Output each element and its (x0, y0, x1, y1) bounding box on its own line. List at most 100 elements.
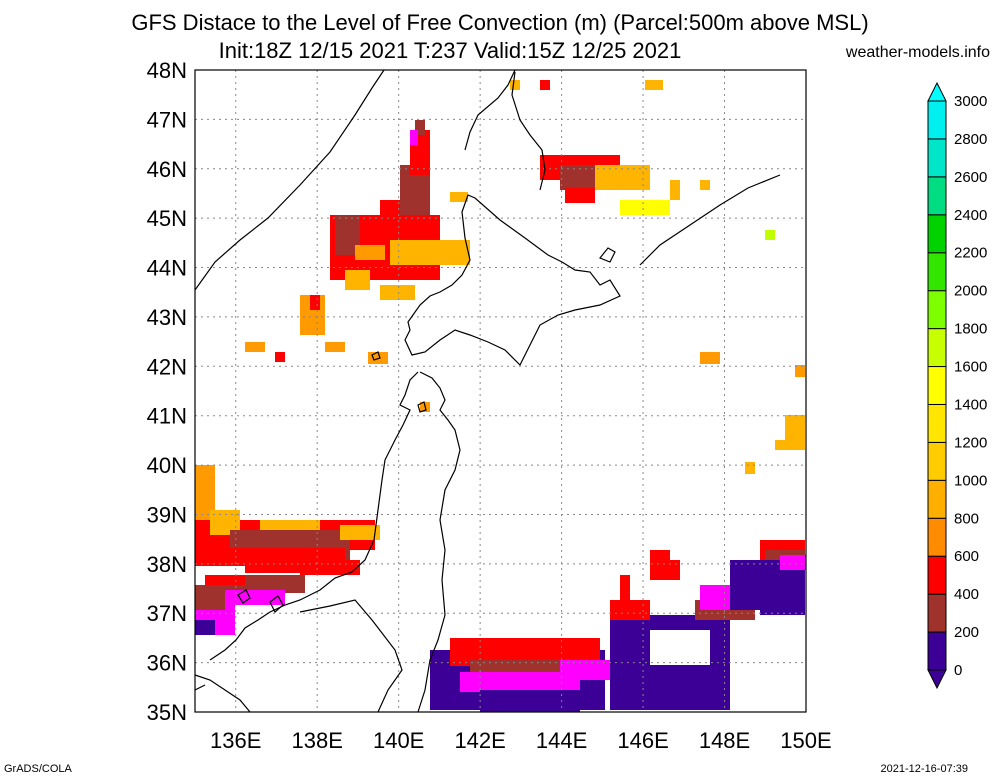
colorbar-swatch (927, 517, 947, 557)
colorbar-swatch (927, 593, 947, 633)
lon-tick-label: 146E (617, 728, 668, 753)
lat-tick-label: 48N (147, 58, 187, 83)
footer-right-timestamp: 2021-12-16-07:39 (880, 763, 968, 775)
field-cell (700, 352, 720, 364)
field-cell (195, 548, 255, 566)
lon-tick-label: 136E (210, 728, 261, 753)
colorbar-label: 2200 (954, 245, 987, 262)
field-cell (450, 192, 468, 202)
colorbar-swatch (927, 631, 947, 671)
colorbar: 0 200 400 600 800 1000 1200 1400 1600 1800 2000 220… (927, 81, 987, 690)
colorbar-high-arrow (927, 81, 947, 102)
colorbar-label: 2600 (954, 169, 987, 186)
chart-subtitle: Init:18Z 12/15 2021 T:237 Valid:15Z 12/2… (218, 38, 682, 63)
lon-tick-label: 142E (454, 728, 505, 753)
colorbar-label: 2800 (954, 131, 987, 148)
lon-tick-label: 144E (536, 728, 587, 753)
coastlines (194, 69, 781, 713)
field-cell (745, 462, 755, 474)
site-label: weather-models.info (845, 44, 990, 61)
field-cell (670, 180, 680, 200)
colorbar-label: 200 (954, 624, 979, 641)
field-cell (195, 620, 215, 635)
lat-tick-label: 38N (147, 552, 187, 577)
colorbar-swatch (927, 252, 947, 292)
field-cell (390, 240, 470, 265)
field-cell (510, 80, 520, 90)
lat-tick-label: 44N (147, 256, 187, 281)
field-cell (610, 600, 650, 620)
field-cell (380, 285, 415, 300)
lat-tick-label: 47N (147, 107, 187, 132)
field-cell (785, 630, 800, 645)
field-cell (325, 342, 345, 352)
lat-tick-label: 45N (147, 206, 187, 231)
lfc-field (195, 80, 806, 712)
field-cell (540, 80, 550, 90)
field-cell (480, 690, 580, 712)
colorbar-swatch (927, 290, 947, 330)
lat-tick-label: 42N (147, 354, 187, 379)
field-cell (775, 440, 785, 450)
field-cell (700, 180, 710, 190)
field-cell (795, 365, 805, 377)
chart-title: GFS Distace to the Level of Free Convect… (131, 10, 869, 35)
field-cell (650, 560, 680, 580)
lat-tick-label: 39N (147, 502, 187, 527)
field-cell (620, 200, 670, 215)
lat-tick-label: 46N (147, 157, 187, 182)
field-cell (785, 415, 805, 450)
colorbar-label: 2000 (954, 283, 987, 300)
colorbar-swatch (927, 214, 947, 254)
colorbar-swatch (927, 403, 947, 443)
field-cell (650, 630, 710, 665)
colorbar-swatch (927, 555, 947, 595)
lat-tick-label: 36N (147, 651, 187, 676)
colorbar-label: 1000 (954, 472, 987, 489)
colorbar-label: 1600 (954, 359, 987, 376)
colorbar-swatch (927, 366, 947, 405)
colorbar-label: 600 (954, 548, 979, 565)
field-cell (620, 575, 630, 600)
field-cell (565, 188, 595, 203)
lon-tick-label: 138E (292, 728, 343, 753)
field-cell (310, 295, 320, 310)
field-cell (460, 672, 580, 692)
field-cell (415, 120, 425, 135)
colorbar-label: 1400 (954, 396, 987, 413)
lon-tick-label: 140E (373, 728, 424, 753)
colorbar-swatch (927, 328, 947, 368)
map-frame (194, 69, 807, 713)
axis-labels: 136E 138E 140E 142E 144E 146E 148E 150E 35N 36N 37… (147, 58, 832, 753)
lat-tick-label: 43N (147, 305, 187, 330)
lat-tick-label: 40N (147, 453, 187, 478)
colorbar-label: 1200 (954, 434, 987, 451)
grid-lines (195, 70, 806, 712)
colorbar-label: 400 (954, 586, 979, 603)
field-cell (355, 245, 385, 260)
field-cell (765, 230, 775, 240)
colorbar-low-arrow (927, 669, 947, 690)
lat-tick-label: 35N (147, 700, 187, 725)
lat-tick-label: 41N (147, 404, 187, 429)
footer-left-label: GrADS/COLA (4, 763, 72, 775)
colorbar-swatch (927, 176, 947, 216)
colorbar-swatch (927, 479, 947, 519)
field-cell (205, 575, 245, 585)
field-cell (275, 352, 285, 362)
field-cell (780, 555, 806, 570)
colorbar-swatch (927, 138, 947, 178)
colorbar-swatch (927, 100, 947, 140)
colorbar-label: 3000 (954, 93, 987, 110)
field-cell (645, 80, 663, 90)
field-cell (195, 585, 225, 610)
colorbar-label: 1800 (954, 321, 987, 338)
colorbar-label: 2400 (954, 207, 987, 224)
colorbar-label: 0 (954, 662, 962, 679)
field-cell (740, 630, 765, 645)
field-cell (195, 465, 215, 520)
field-cell (245, 342, 265, 352)
colorbar-swatch (927, 441, 947, 481)
field-cell (345, 270, 370, 290)
